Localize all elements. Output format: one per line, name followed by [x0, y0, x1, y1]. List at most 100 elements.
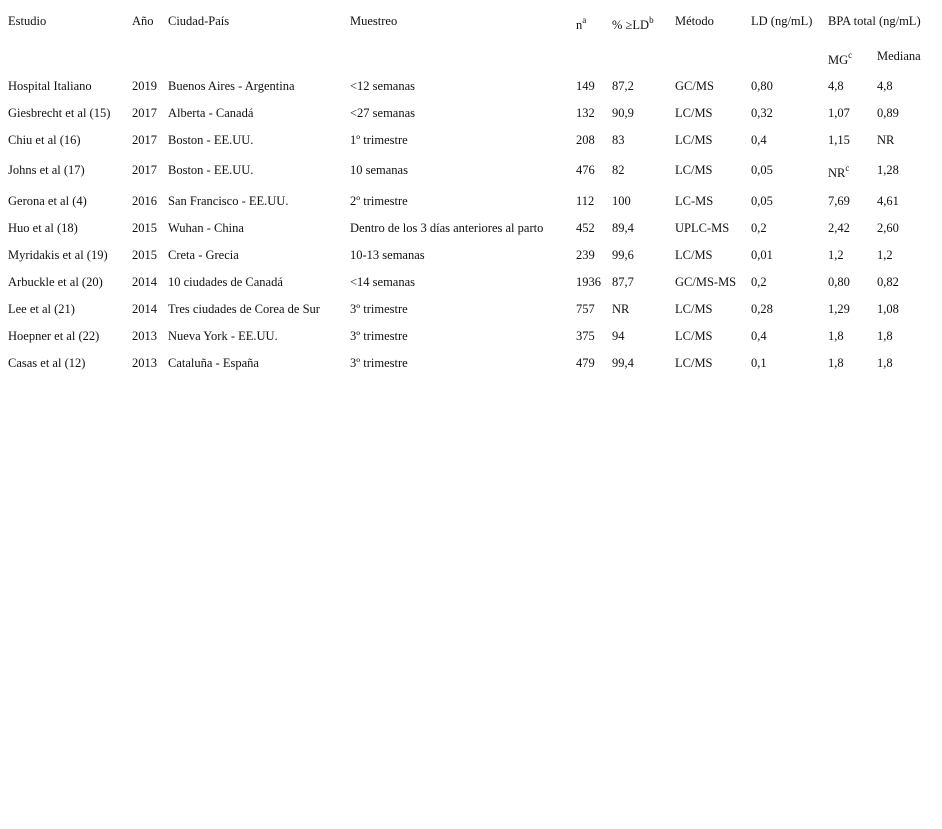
cell-ld-text: 0,01 — [751, 248, 773, 262]
cell-ciudad-pais: Boston - EE.UU. — [168, 163, 253, 177]
cell-ld: 0,01 — [751, 248, 773, 262]
cell-estudio: Huo et al (18) — [8, 221, 78, 235]
cell-bpa-mediana-text: 0,82 — [877, 275, 899, 289]
cell-ano: 2014 — [132, 302, 157, 316]
header-metodo-text: Método — [675, 14, 714, 28]
cell-muestreo-text: 10 semanas — [350, 163, 408, 177]
cell-pct-ld-text: 82 — [612, 163, 625, 177]
cell-n-text: 132 — [576, 106, 595, 120]
cell-estudio-text: Myridakis et al (19) — [8, 248, 108, 262]
cell-n-text: 479 — [576, 356, 595, 370]
cell-muestreo-text: <27 semanas — [350, 106, 416, 120]
cell-bpa-mg-text: 2,42 — [828, 221, 850, 235]
cell-muestreo: <12 semanas — [350, 79, 415, 93]
cell-bpa-mediana: 1,08 — [877, 302, 899, 316]
cell-n-text: 208 — [576, 133, 595, 147]
cell-muestreo: 3º trimestre — [350, 356, 408, 370]
cell-pct-ld-text: 87,2 — [612, 79, 634, 93]
cell-bpa-mg: 4,8 — [828, 79, 844, 93]
cell-estudio: Myridakis et al (19) — [8, 248, 108, 262]
cell-bpa-mediana-text: 1,8 — [877, 356, 893, 370]
cell-ano-text: 2016 — [132, 194, 157, 208]
cell-bpa-mediana: 1,8 — [877, 329, 893, 343]
cell-bpa-mediana-text: 1,08 — [877, 302, 899, 316]
cell-ciudad-pais-text: Alberta - Canadá — [168, 106, 254, 120]
cell-ciudad-pais-text: Tres ciudades de Corea de Sur — [168, 302, 320, 316]
header-ciudad-pais-text: Ciudad-País — [168, 14, 230, 28]
cell-bpa-mediana-text: 1,28 — [877, 163, 899, 177]
cell-bpa-mg: 0,80 — [828, 275, 850, 289]
cell-bpa-mg-footnote-mark: c — [845, 163, 850, 173]
cell-n-text: 757 — [576, 302, 595, 316]
cell-ciudad-pais: Cataluña - España — [168, 356, 259, 370]
cell-pct-ld: 87,2 — [612, 79, 634, 93]
cell-muestreo: <27 semanas — [350, 106, 415, 120]
cell-ano: 2015 — [132, 221, 157, 235]
cell-ciudad-pais: Boston - EE.UU. — [168, 133, 253, 147]
header-ano: Año — [132, 14, 154, 28]
cell-estudio: Casas et al (12) — [8, 356, 85, 370]
cell-metodo-text: LC-MS — [675, 194, 714, 208]
cell-ano-text: 2015 — [132, 248, 157, 262]
subheader-mg-footnote-mark: c — [848, 50, 853, 60]
cell-bpa-mediana: 2,60 — [877, 221, 899, 235]
cell-metodo-text: GC/MS — [675, 79, 714, 93]
cell-ciudad-pais: Creta - Grecia — [168, 248, 239, 262]
header-estudio-text: Estudio — [8, 14, 47, 28]
cell-ld-text: 0,28 — [751, 302, 773, 316]
cell-estudio-text: Chiu et al (16) — [8, 133, 81, 147]
cell-metodo-text: LC/MS — [675, 329, 713, 343]
cell-estudio-text: Giesbrecht et al (15) — [8, 106, 111, 120]
cell-bpa-mg: 1,29 — [828, 302, 850, 316]
cell-bpa-mg-text: 1,15 — [828, 133, 850, 147]
header-pct-ld: % ≥LDb — [612, 16, 654, 33]
cell-ano: 2013 — [132, 329, 157, 343]
cell-estudio: Johns et al (17) — [8, 163, 85, 177]
cell-metodo-text: LC/MS — [675, 106, 713, 120]
cell-ld: 0,4 — [751, 133, 767, 147]
cell-pct-ld-text: 94 — [612, 329, 625, 343]
cell-muestreo: 10 semanas — [350, 163, 408, 177]
cell-ciudad-pais: Buenos Aires - Argentina — [168, 79, 295, 93]
cell-ld-text: 0,2 — [751, 275, 767, 289]
cell-metodo-text: LC/MS — [675, 356, 713, 370]
header-ld-text: LD (ng/mL) — [751, 14, 813, 28]
cell-estudio-text: Huo et al (18) — [8, 221, 78, 235]
cell-ano: 2017 — [132, 163, 157, 177]
cell-bpa-mg: NRc — [828, 163, 850, 181]
cell-metodo: UPLC-MS — [675, 221, 729, 235]
cell-ano-text: 2015 — [132, 221, 157, 235]
cell-ld: 0,05 — [751, 194, 773, 208]
cell-metodo-text: LC/MS — [675, 302, 713, 316]
cell-muestreo: 1º trimestre — [350, 133, 408, 147]
cell-bpa-mg: 2,42 — [828, 221, 850, 235]
cell-n: 149 — [576, 79, 595, 93]
cell-metodo: GC/MS-MS — [675, 275, 736, 289]
cell-pct-ld: 99,4 — [612, 356, 634, 370]
cell-metodo: LC/MS — [675, 133, 713, 147]
cell-estudio-text: Casas et al (12) — [8, 356, 86, 370]
cell-n-text: 375 — [576, 329, 595, 343]
cell-n: 452 — [576, 221, 595, 235]
cell-bpa-mediana-text: 4,8 — [877, 79, 893, 93]
cell-bpa-mg: 1,8 — [828, 356, 844, 370]
cell-ciudad-pais: 10 ciudades de Canadá — [168, 275, 283, 289]
cell-ld-text: 0,05 — [751, 163, 773, 177]
cell-muestreo-text: 3º trimestre — [350, 329, 408, 343]
cell-n-text: 112 — [576, 194, 595, 208]
cell-estudio: Lee et al (21) — [8, 302, 75, 316]
header-ano-text: Año — [132, 14, 154, 28]
cell-metodo: LC/MS — [675, 106, 713, 120]
cell-metodo: LC/MS — [675, 248, 713, 262]
cell-bpa-mediana: NR — [877, 133, 894, 147]
cell-ciudad-pais-text: Boston - EE.UU. — [168, 133, 254, 147]
cell-ciudad-pais-text: Boston - EE.UU. — [168, 163, 254, 177]
cell-muestreo-text: 3º trimestre — [350, 356, 408, 370]
cell-ciudad-pais-text: Nueva York - EE.UU. — [168, 329, 278, 343]
cell-ciudad-pais: Nueva York - EE.UU. — [168, 329, 278, 343]
cell-muestreo: 2º trimestre — [350, 194, 408, 208]
cell-metodo: LC/MS — [675, 163, 713, 177]
cell-metodo-text: LC/MS — [675, 248, 713, 262]
cell-n-text: 149 — [576, 79, 595, 93]
header-muestreo-text: Muestreo — [350, 14, 398, 28]
